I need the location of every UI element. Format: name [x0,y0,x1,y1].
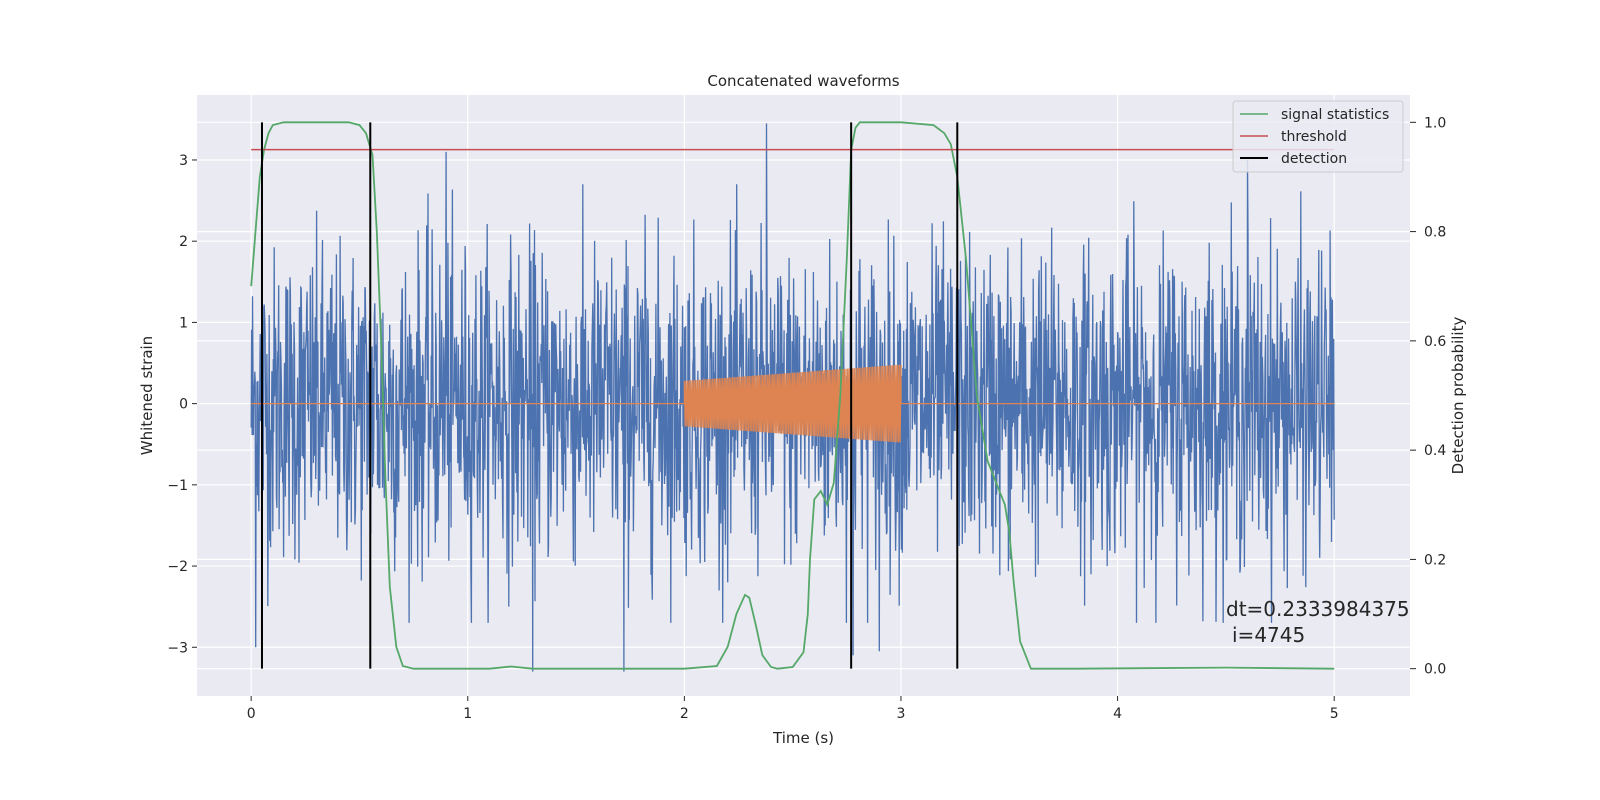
x-tick-label: 3 [897,706,906,722]
x-tick-label: 2 [680,706,689,722]
axes: 0 1 2 3 4 5 −3 −2 −1 0 1 2 3 0.0 0.2 0.4 0.6 0.8 1.0 [167,115,1446,722]
y-right-tick-label: 1.0 [1424,115,1446,131]
legend-label-signal-statistics: signal statistics [1281,107,1389,123]
y-right-tick-label: 0.8 [1424,225,1446,241]
annotation-dt: dt=0.2333984375 [1226,597,1410,621]
x-tick-label: 0 [247,706,256,722]
series-whitened-strain [250,123,1335,672]
y-tick-label: −3 [167,640,188,656]
x-axis-label: Time (s) [772,729,834,747]
x-tick-label: 5 [1330,706,1339,722]
chart-title: Concatenated waveforms [707,72,899,90]
y-axis-label: Whitened strain [138,336,156,455]
x-tick-label: 1 [463,706,472,722]
y-tick-label: 0 [179,397,188,413]
y-right-tick-label: 0.6 [1424,334,1446,350]
y-right-tick-label: 0.2 [1424,552,1446,568]
legend: signal statistics threshold detection [1232,100,1404,173]
plot-data [250,121,1335,672]
annotation-i: i=4745 [1232,623,1305,647]
legend-label-threshold: threshold [1281,129,1347,145]
y-tick-label: 2 [179,234,188,250]
y-tick-label: −2 [167,559,188,575]
legend-label-detection: detection [1281,151,1347,167]
legend-box [1232,100,1404,173]
y-tick-label: −1 [167,478,188,494]
x-tick-label: 4 [1113,706,1122,722]
y-axis-right-label: Detection probability [1449,317,1467,475]
y-tick-label: 1 [179,315,188,331]
y-right-tick-label: 0.4 [1424,443,1446,459]
y-tick-label: 3 [179,153,188,169]
y-right-tick-label: 0.0 [1424,662,1446,678]
series-injected-waveform [251,364,1335,443]
